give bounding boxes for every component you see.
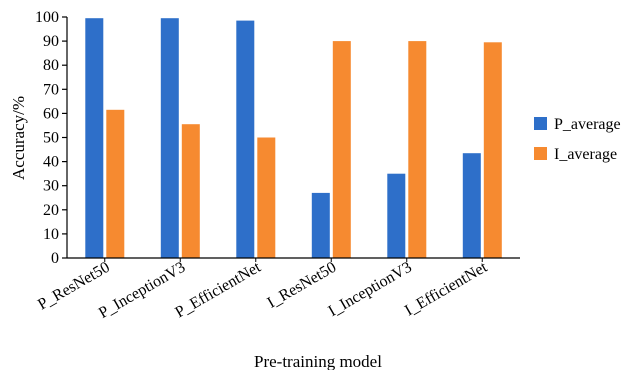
y-tick-label: 20 [43,202,59,219]
y-tick-labels: 0 10 20 30 40 50 60 70 80 90 100 [35,9,59,267]
y-tick-label: 80 [43,57,59,74]
legend-label-I_average: I_average [554,146,617,163]
y-tick-label: 90 [43,33,59,50]
x-tick-label: I_InceptionV3 [325,259,414,320]
legend-label-P_average: P_average [554,116,621,133]
bar-P_average-I_InceptionV3 [387,173,406,258]
bar-P_average-I_ResNet50 [311,192,330,258]
legend-swatch-P_average [534,117,547,130]
y-tick-label: 10 [43,226,59,243]
bar-I_average-I_EfficientNet [483,42,502,258]
axes-group [62,16,520,262]
x-axis-title: Pre-training model [254,352,382,370]
bar-I_average-I_ResNet50 [332,41,351,258]
y-tick-label: 0 [51,250,59,267]
bar-P_average-I_EfficientNet [462,153,481,258]
y-axis-title: Accuracy/% [9,96,28,180]
bar-I_average-P_ResNet50 [106,109,125,258]
bar-I_average-P_InceptionV3 [181,124,200,258]
bar-P_average-P_InceptionV3 [160,18,179,259]
x-tick-label: P_EfficientNet [172,258,264,321]
x-tick-label: I_EfficientNet [402,258,491,319]
legend-swatch-I_average [534,147,547,160]
y-tick-label: 40 [43,154,59,171]
bars-group [85,18,502,259]
bar-P_average-P_ResNet50 [85,18,104,259]
bar-P_average-P_EfficientNet [236,20,255,258]
legend: P_average I_average [534,116,621,163]
bar-I_average-P_EfficientNet [257,137,276,258]
y-tick-label: 100 [35,9,59,26]
y-tick-label: 70 [43,81,59,98]
y-tick-label: 30 [43,178,59,195]
bar-I_average-I_InceptionV3 [408,41,427,258]
y-tick-label: 50 [43,130,59,147]
y-tick-label: 60 [43,105,59,122]
